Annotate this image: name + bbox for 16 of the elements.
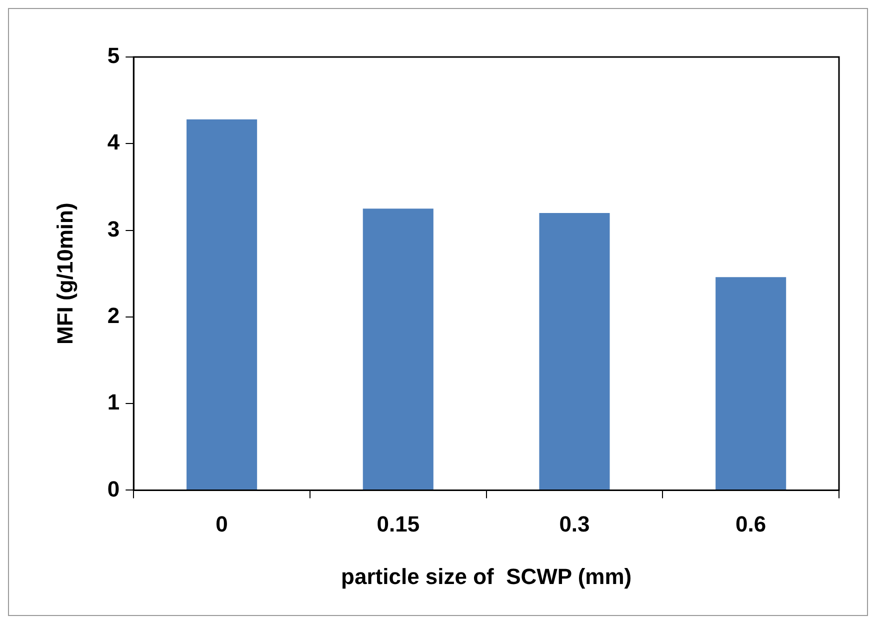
y-tick-label: 3 (107, 216, 120, 242)
x-tick-label: 0.3 (559, 511, 590, 536)
x-axis-title: particle size of SCWP (mm) (341, 564, 632, 589)
y-tick-label: 0 (107, 476, 120, 502)
x-tick-label: 0.6 (736, 511, 766, 536)
y-tick-label: 5 (107, 43, 120, 68)
y-tick-label: 2 (107, 302, 120, 328)
bar (186, 119, 258, 490)
y-tick-label: 4 (107, 130, 120, 155)
x-tick-label: 0 (216, 511, 228, 536)
bar (539, 212, 610, 490)
bar (716, 277, 786, 490)
x-tick-label: 0.15 (376, 511, 420, 536)
y-tick-label: 1 (107, 390, 120, 415)
y-axis-title: MFI (g/10min) (52, 202, 78, 344)
bar (362, 208, 434, 490)
